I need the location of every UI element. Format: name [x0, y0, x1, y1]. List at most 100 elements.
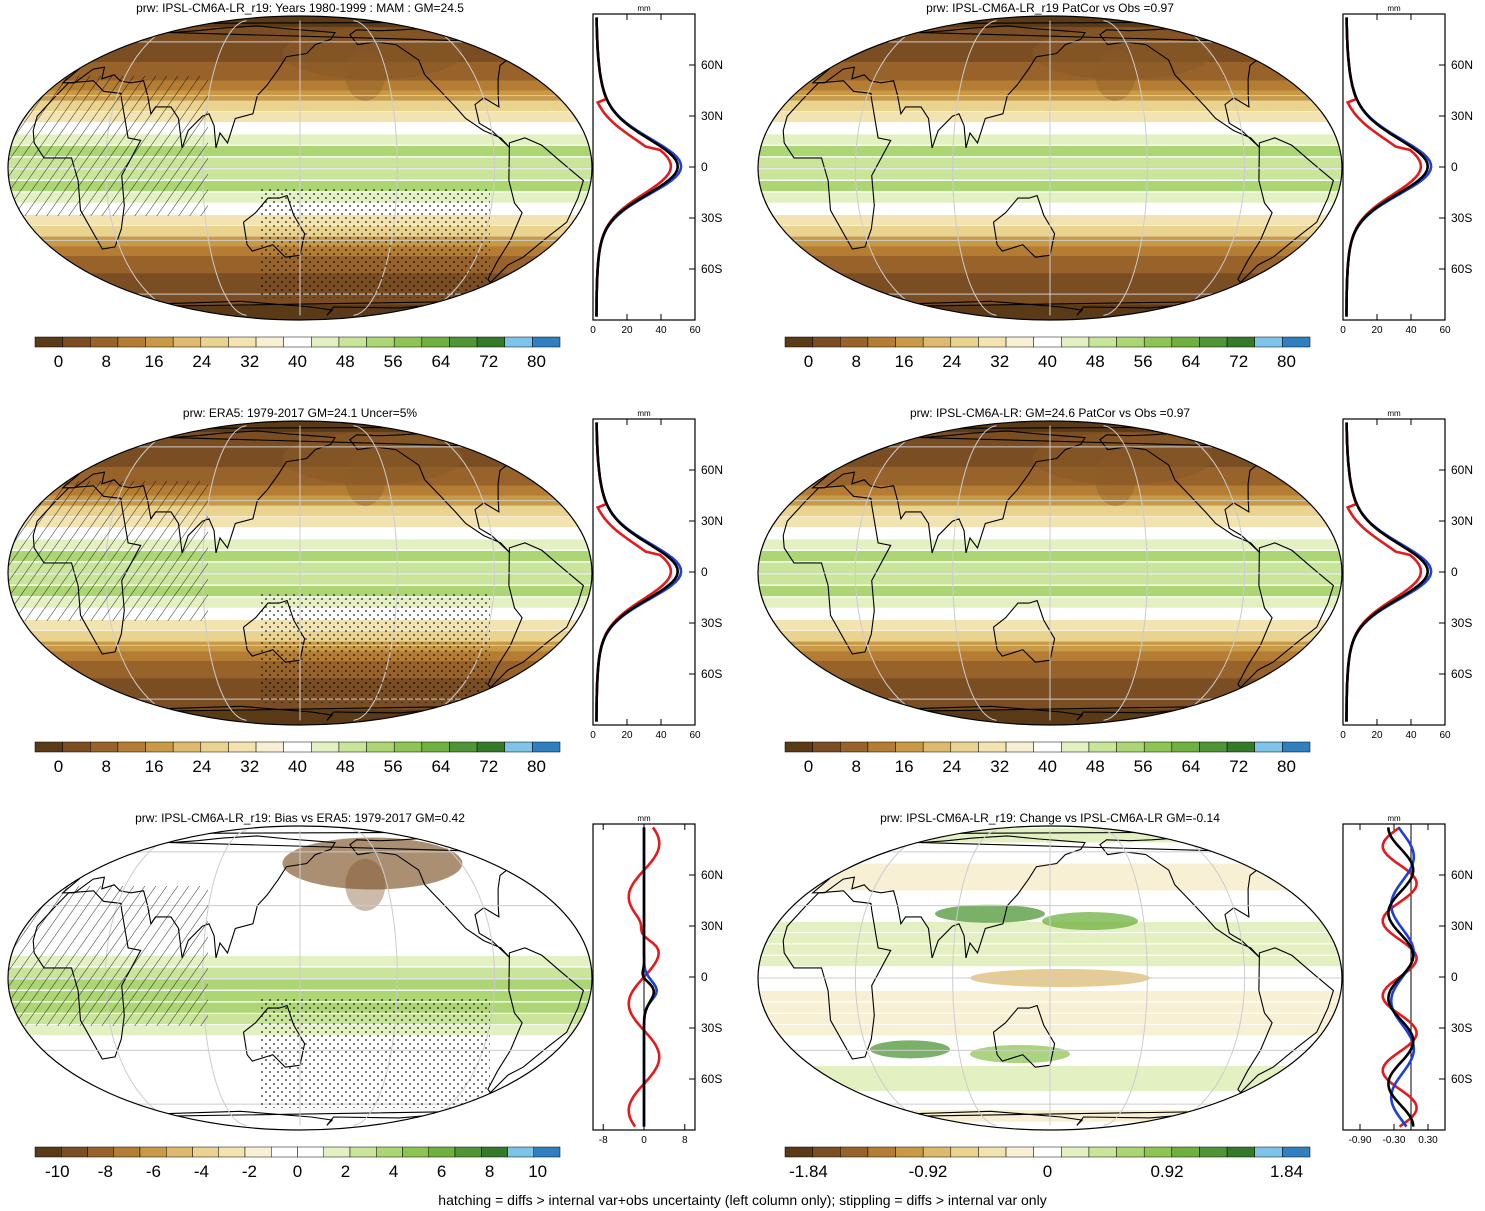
- colorbar-swatch: [145, 336, 174, 348]
- dry-region: [345, 453, 386, 506]
- lat-tick-label: 60S: [1451, 667, 1472, 681]
- colorbar-swatch: [393, 336, 423, 348]
- colorbar-label: 0: [54, 352, 63, 371]
- profile-unit: mm: [637, 409, 651, 418]
- panel-title: prw: IPSL-CM6A-LR: GM=24.6 PatCor vs Obs…: [910, 406, 1190, 420]
- hatching: [8, 481, 208, 621]
- colorbar-label: 72: [479, 757, 498, 776]
- stippling: [260, 998, 490, 1108]
- map-outline: [757, 825, 1343, 1131]
- colorbar-swatch: [895, 1146, 924, 1158]
- colorbar-swatch: [533, 1146, 561, 1158]
- colorbar-label: 72: [1229, 757, 1248, 776]
- profile-line: [595, 422, 683, 722]
- colorbar-label: 64: [431, 757, 450, 776]
- lat-tick-label: 30S: [701, 211, 722, 225]
- colorbar-label: 64: [1181, 757, 1200, 776]
- x-tick-label: -0.30: [1383, 1135, 1406, 1146]
- colorbar-label: 24: [942, 352, 961, 371]
- colorbar-swatch: [244, 1146, 272, 1158]
- map-field: [758, 826, 1342, 1130]
- lat-tick-label: 30N: [701, 109, 723, 123]
- profile-unit: mm: [637, 4, 651, 13]
- x-tick-label: 8: [682, 1135, 688, 1146]
- colorbar-label: 40: [1038, 757, 1057, 776]
- lat-tick-label: 30N: [701, 919, 723, 933]
- profile-line: [1345, 17, 1423, 317]
- colorbar-swatch: [1088, 741, 1117, 753]
- colorbar-swatch: [283, 741, 312, 753]
- colorbar-label: -6: [146, 1162, 161, 1181]
- colorbar-label: 24: [192, 757, 211, 776]
- colorbar-label: 8: [485, 1162, 494, 1181]
- panel-6: prw: IPSL-CM6A-LR_r19: Change vs IPSL-CM…: [757, 811, 1473, 1181]
- colorbar-label: 80: [1277, 757, 1296, 776]
- x-tick-label: 0: [1340, 325, 1346, 336]
- x-tick-label: 40: [1405, 325, 1417, 336]
- colorbar-swatch: [784, 336, 813, 348]
- lat-tick-label: 0: [1451, 970, 1458, 984]
- colorbar-label: 0: [1043, 1162, 1052, 1181]
- colorbar-swatch: [1005, 1146, 1034, 1158]
- colorbar-swatch: [172, 741, 202, 753]
- colorbar-swatch: [449, 741, 478, 753]
- colorbar-swatch: [218, 1146, 246, 1158]
- map-outline: [7, 15, 593, 321]
- colorbar-swatch: [978, 336, 1007, 348]
- colorbar-swatch: [323, 1146, 351, 1158]
- colorbar-label: 48: [1086, 757, 1105, 776]
- colorbar-swatch: [1282, 1146, 1311, 1158]
- lat-tick-label: 30N: [1451, 109, 1473, 123]
- colorbar-swatch: [192, 1146, 219, 1158]
- graticule-meridian: [952, 830, 997, 1126]
- colorbar-swatch: [255, 336, 284, 348]
- colorbar-swatch: [338, 741, 367, 753]
- profile-line: [1386, 827, 1415, 1127]
- profile-unit: mm: [1387, 409, 1401, 418]
- dry-region: [1095, 453, 1136, 506]
- colorbar-swatch: [481, 1146, 508, 1158]
- lat-tick-label: 0: [1451, 565, 1458, 579]
- colorbar-label: 10: [528, 1162, 547, 1181]
- colorbar-swatch: [349, 1146, 377, 1158]
- coastline: [1237, 542, 1335, 689]
- colorbar-label: 24: [192, 352, 211, 371]
- x-tick-label: 60: [689, 325, 701, 336]
- x-tick-label: -0.90: [1349, 1135, 1372, 1146]
- colorbar-swatch: [366, 741, 395, 753]
- colorbar-swatch: [297, 1146, 324, 1158]
- x-tick-label: 40: [655, 325, 667, 336]
- colorbar-label: 16: [145, 352, 164, 371]
- lat-tick-label: 30N: [1451, 919, 1473, 933]
- lat-tick-label: 0: [701, 565, 708, 579]
- colorbar-label: 48: [1086, 352, 1105, 371]
- colorbar-swatch: [867, 741, 896, 753]
- colorbar-swatch: [1116, 1146, 1145, 1158]
- colorbar-swatch: [228, 741, 257, 753]
- colorbar-label: 8: [852, 757, 861, 776]
- colorbar-swatch: [840, 336, 869, 348]
- panel-5: prw: IPSL-CM6A-LR_r19: Bias vs ERA5: 197…: [7, 811, 723, 1181]
- colorbar-label: 24: [942, 757, 961, 776]
- colorbar-swatch: [1199, 336, 1228, 348]
- colorbar-label: -1.84: [789, 1162, 828, 1181]
- colorbar-swatch: [117, 336, 146, 348]
- panel-title: prw: IPSL-CM6A-LR_r19: Bias vs ERA5: 197…: [135, 811, 465, 825]
- colorbar-swatch: [1033, 336, 1062, 348]
- colorbar-label: 56: [384, 352, 403, 371]
- lat-tick-label: 30S: [701, 1021, 722, 1035]
- graticule-meridian: [854, 830, 943, 1126]
- colorbar-label: -0.92: [909, 1162, 948, 1181]
- lat-tick-label: 60N: [701, 868, 723, 882]
- colorbar-swatch: [784, 741, 813, 753]
- colorbar-swatch: [34, 1146, 62, 1158]
- colorbar-swatch: [90, 741, 119, 753]
- colorbar-swatch: [922, 336, 952, 348]
- colorbar-swatch: [476, 336, 505, 348]
- colorbar-swatch: [950, 741, 979, 753]
- lat-tick-label: 60S: [701, 262, 722, 276]
- lat-tick-label: 0: [701, 970, 708, 984]
- coastline: [782, 485, 892, 655]
- lat-band: [758, 315, 1342, 320]
- colorbar-label: 40: [288, 757, 307, 776]
